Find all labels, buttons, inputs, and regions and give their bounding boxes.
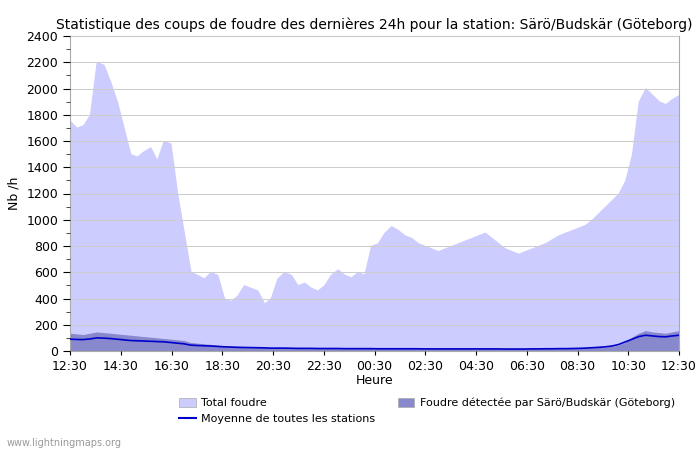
X-axis label: Heure: Heure — [356, 374, 393, 387]
Y-axis label: Nb /h: Nb /h — [8, 177, 21, 210]
Text: www.lightningmaps.org: www.lightningmaps.org — [7, 438, 122, 448]
Legend: Total foudre, Moyenne de toutes les stations, Foudre détectée par Särö/Budskär (: Total foudre, Moyenne de toutes les stat… — [179, 397, 675, 424]
Title: Statistique des coups de foudre des dernières 24h pour la station: Särö/Budskär : Statistique des coups de foudre des dern… — [56, 18, 693, 32]
